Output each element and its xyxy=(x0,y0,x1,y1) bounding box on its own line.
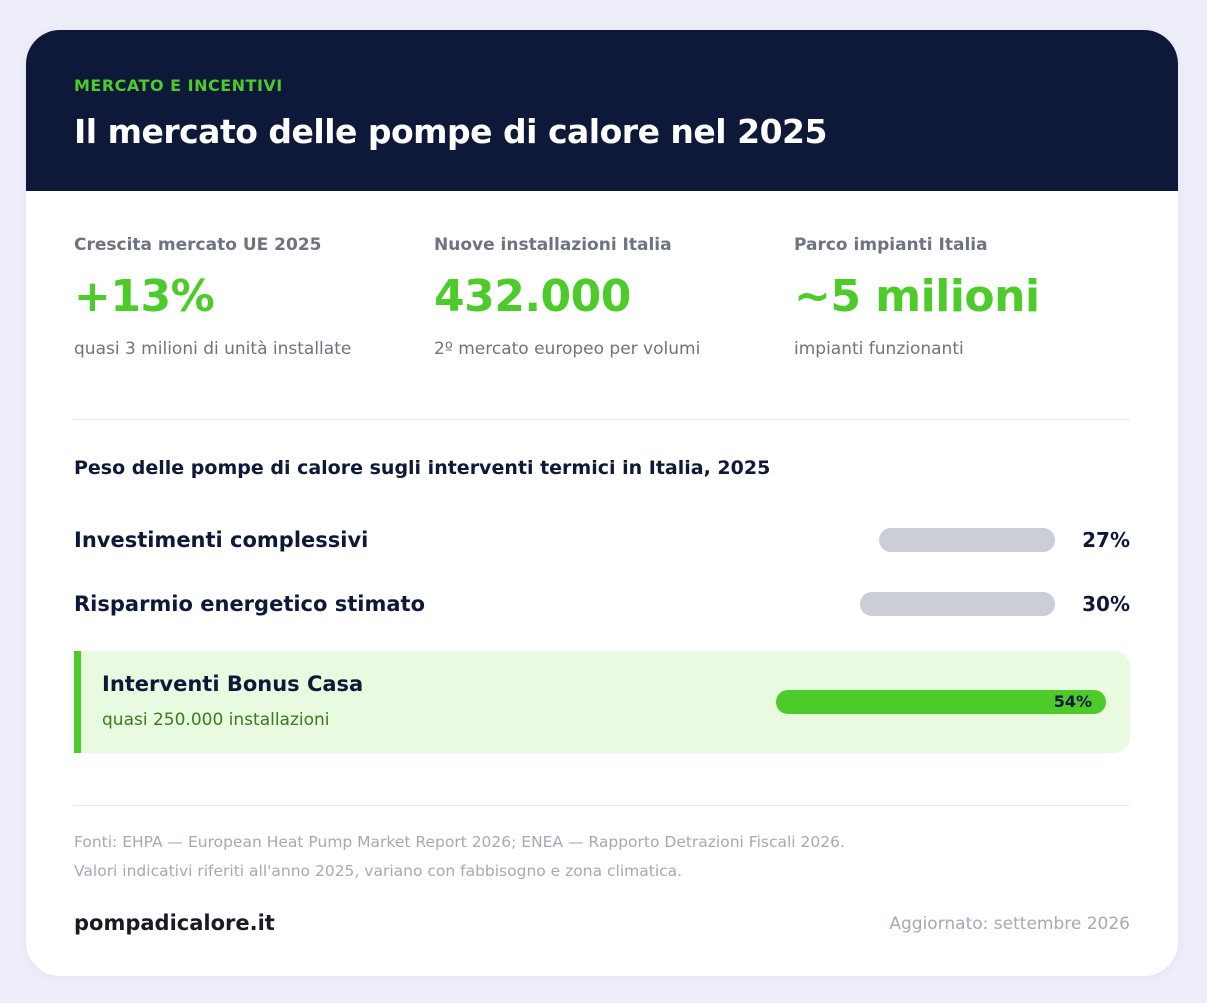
bar-row-energy-savings: Risparmio energetico stimato 30% xyxy=(74,589,1130,619)
progress-bar xyxy=(860,592,1055,616)
stat-subtext: impianti funzionanti xyxy=(794,339,964,359)
section-title: Peso delle pompe di calore sugli interve… xyxy=(74,457,771,479)
bar-row-value: 27% xyxy=(1082,528,1130,552)
stat-value: ~5 milioni xyxy=(794,271,1040,322)
stat-subtext: 2º mercato europeo per volumi xyxy=(434,339,701,359)
divider xyxy=(74,805,1130,806)
updated-date: Aggiornato: settembre 2026 xyxy=(889,914,1130,934)
source-line: Fonti: EHPA — European Heat Pump Market … xyxy=(74,833,845,851)
highlight-bar-value: 54% xyxy=(1053,692,1092,711)
stat-value: 432.000 xyxy=(434,271,631,322)
divider xyxy=(74,419,1130,420)
bar-row-label: Investimenti complessivi xyxy=(74,528,369,552)
stat-subtext: quasi 3 milioni di unità installate xyxy=(74,339,352,359)
highlight-subtext: quasi 250.000 installazioni xyxy=(102,710,330,730)
bar-row-value: 30% xyxy=(1082,592,1130,616)
stat-label: Nuove installazioni Italia xyxy=(434,235,672,255)
stat-italy-installations: Nuove installazioni Italia 432.000 2º me… xyxy=(434,235,774,359)
source-line: Valori indicativi riferiti all'anno 2025… xyxy=(74,862,683,880)
eyebrow-label: MERCATO E INCENTIVI xyxy=(74,76,283,95)
stat-value: +13% xyxy=(74,271,215,322)
brand-name: pompadicalore.it xyxy=(74,911,275,935)
stat-eu-growth: Crescita mercato UE 2025 +13% quasi 3 mi… xyxy=(74,235,414,359)
card-header: MERCATO E INCENTIVI Il mercato delle pom… xyxy=(26,30,1178,191)
highlight-title: Interventi Bonus Casa xyxy=(102,672,364,696)
highlight-progress-bar: 54% xyxy=(776,690,1106,714)
bar-row-label: Risparmio energetico stimato xyxy=(74,592,425,616)
page-title: Il mercato delle pompe di calore nel 202… xyxy=(74,112,827,151)
stat-label: Crescita mercato UE 2025 xyxy=(74,235,322,255)
progress-bar xyxy=(879,528,1055,552)
market-card: MERCATO E INCENTIVI Il mercato delle pom… xyxy=(26,30,1178,976)
highlight-bonus-casa: Interventi Bonus Casa quasi 250.000 inst… xyxy=(74,651,1130,753)
bar-row-investments: Investimenti complessivi 27% xyxy=(74,525,1130,555)
stat-italy-fleet: Parco impianti Italia ~5 milioni impiant… xyxy=(794,235,1134,359)
stat-label: Parco impianti Italia xyxy=(794,235,988,255)
